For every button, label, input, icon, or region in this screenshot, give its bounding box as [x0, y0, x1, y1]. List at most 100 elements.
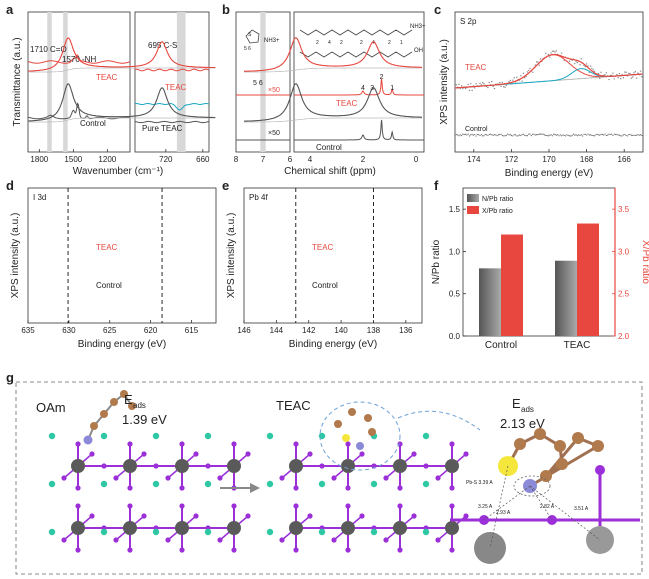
control-point — [630, 134, 632, 136]
control-point — [480, 134, 482, 136]
c-atom — [100, 410, 108, 418]
control-point — [589, 134, 592, 136]
control-point — [617, 134, 619, 136]
teac-bond — [544, 437, 580, 477]
data-point — [524, 77, 526, 79]
control-point — [584, 133, 586, 135]
data-point — [579, 63, 581, 66]
control-point — [626, 135, 628, 137]
control-point — [516, 135, 518, 137]
data-point — [492, 85, 494, 88]
i-atom — [359, 513, 365, 519]
control-point — [555, 134, 557, 136]
i-atom — [231, 503, 237, 509]
teac-atom — [342, 434, 350, 442]
control-point — [466, 134, 468, 136]
data-point — [575, 60, 577, 63]
legend-teac-left: TEAC — [96, 73, 118, 82]
control-point — [475, 135, 477, 137]
control-point — [521, 133, 523, 136]
control-point — [572, 133, 575, 135]
control-point — [512, 135, 514, 137]
data-point — [618, 72, 621, 75]
control-point — [559, 134, 561, 136]
i-atom — [217, 475, 223, 481]
legend-swatch-npb — [467, 194, 479, 202]
i-atom — [449, 485, 455, 491]
series-teac-right — [294, 78, 424, 96]
data-point — [605, 72, 608, 74]
data-point — [468, 89, 471, 92]
teac-label: TEAC — [276, 398, 311, 413]
control-point — [603, 134, 605, 136]
data-point — [488, 81, 490, 84]
y-tick-right: 2.5 — [618, 290, 630, 299]
data-point — [455, 84, 458, 86]
bond-distance-label: 2.82 A — [540, 504, 555, 510]
control-point — [509, 134, 511, 136]
data-point — [589, 65, 592, 67]
i-atom — [75, 503, 81, 509]
i-atom — [397, 503, 403, 509]
legend-teac: TEAC — [96, 243, 118, 252]
i-atom — [101, 463, 107, 469]
control-point — [625, 134, 627, 137]
control-point — [541, 133, 543, 135]
data-point — [554, 51, 556, 53]
data-point — [458, 83, 460, 86]
y-axis-label: XPS intensity (a.u.) — [226, 213, 237, 299]
bond-distance-label: Pb-S 3.39 A — [466, 480, 493, 486]
band-695 — [176, 12, 186, 152]
i-atom — [449, 441, 455, 447]
i-atom — [141, 451, 147, 457]
control-point — [476, 133, 478, 136]
data-point — [483, 83, 485, 85]
pb-atom — [227, 521, 241, 535]
i-atom — [179, 547, 185, 553]
control-point — [474, 133, 476, 136]
teac-baseline — [244, 67, 422, 73]
control-point — [550, 134, 552, 136]
data-point — [613, 78, 615, 80]
legend-pure-teac: Pure TEAC — [142, 124, 183, 133]
control-point — [587, 133, 589, 135]
i-atom — [435, 537, 441, 543]
i-atom — [153, 463, 159, 469]
y-tick-left: 1.0 — [449, 247, 461, 256]
i-atom — [345, 503, 351, 509]
control-point — [505, 134, 507, 136]
interaction-dash — [489, 465, 509, 549]
y-tick-left: 1.5 — [449, 205, 461, 214]
data-point — [616, 73, 618, 76]
series-teac — [244, 37, 422, 72]
data-point — [513, 77, 515, 79]
annotation-x50-control: ×50 — [268, 130, 280, 137]
cs-atom — [100, 432, 108, 440]
x-tick-label: 7 — [261, 155, 266, 164]
control-point — [471, 133, 473, 135]
x-tick-label: 138 — [367, 326, 381, 335]
data-point — [635, 77, 638, 79]
chain-number: 1 — [400, 40, 403, 46]
control-point — [493, 134, 496, 136]
pb-atom — [393, 521, 407, 535]
control-point — [592, 134, 594, 137]
data-point — [587, 65, 589, 67]
legend-control: Control — [465, 126, 488, 133]
data-point — [576, 61, 579, 64]
data-point — [500, 85, 502, 87]
data-point — [597, 72, 600, 75]
data-point — [624, 71, 626, 73]
i-atom — [75, 441, 81, 447]
teac-zoom-atom — [540, 470, 552, 482]
c-atom — [120, 390, 128, 398]
control-point — [464, 133, 467, 135]
teac-atom — [364, 414, 372, 422]
teac-baseline — [28, 67, 216, 73]
x-tick-label: 1500 — [64, 155, 82, 164]
legend-xpb: X/Pb ratio — [482, 208, 513, 215]
control-point — [546, 134, 548, 137]
teac-zoom-atom — [572, 432, 584, 444]
i-atom — [217, 537, 223, 543]
data-point — [604, 74, 606, 76]
